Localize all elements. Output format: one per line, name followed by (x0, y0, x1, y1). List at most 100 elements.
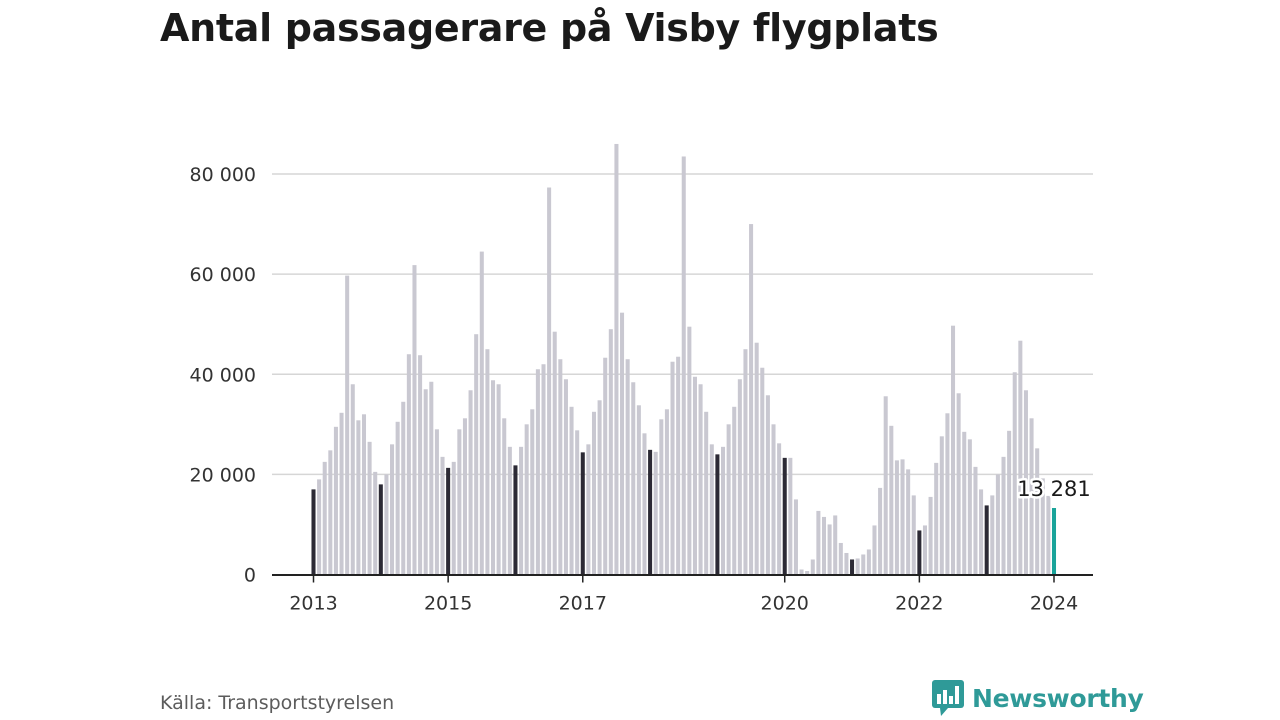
bar (664, 409, 669, 575)
bar (827, 524, 832, 575)
bar (524, 424, 529, 575)
bar (541, 364, 546, 575)
bar (749, 224, 754, 575)
bar (1035, 448, 1040, 575)
bar (676, 356, 681, 575)
bar (900, 459, 905, 575)
bar (995, 474, 1000, 575)
source-note: Källa: Transportstyrelsen (160, 692, 395, 714)
x-tick-label: 2022 (895, 593, 943, 615)
bar (625, 359, 630, 575)
bar (771, 424, 776, 575)
bar (496, 384, 501, 575)
bar (1007, 430, 1012, 575)
latest-value-label: 13 281 (1017, 477, 1090, 501)
bar (1001, 456, 1006, 575)
bar (322, 461, 327, 575)
y-axis-labels: 0 20 000 40 000 60 000 80 000 (190, 164, 256, 587)
bar (906, 469, 911, 575)
bar (765, 395, 770, 575)
bar (760, 367, 765, 575)
bar (866, 549, 871, 575)
y-tick-label: 20 000 (190, 464, 256, 486)
bar (670, 361, 675, 575)
bar (345, 275, 350, 575)
bar (698, 384, 703, 575)
bar (418, 355, 423, 575)
bar (788, 457, 793, 575)
bar (928, 496, 933, 575)
bar (782, 457, 787, 575)
bars (311, 143, 1057, 575)
x-tick-label: 2015 (424, 593, 472, 615)
bar (513, 465, 518, 575)
bar (821, 516, 827, 575)
bar (850, 559, 855, 575)
bar (878, 487, 883, 575)
bar (361, 414, 367, 575)
bar (535, 369, 540, 575)
bar (401, 401, 406, 575)
bar (485, 349, 490, 575)
bar (563, 379, 568, 575)
bar (967, 439, 972, 575)
bar (979, 489, 984, 575)
bar (687, 326, 692, 575)
bar (934, 462, 939, 575)
bar (462, 418, 467, 575)
bar (1046, 495, 1051, 575)
bar (502, 418, 507, 575)
bar (715, 454, 720, 575)
bar (603, 357, 608, 575)
bar (1018, 340, 1023, 575)
bar (922, 525, 927, 575)
bar (378, 484, 383, 575)
y-tick-label: 60 000 (190, 264, 256, 286)
bar (709, 444, 714, 575)
bar (530, 409, 535, 575)
bar (356, 420, 361, 575)
bar (429, 381, 434, 575)
newsworthy-chart-icon (932, 680, 964, 716)
newsworthy-logo: Newsworthy (932, 680, 1144, 716)
bar (575, 430, 580, 575)
bar (951, 325, 956, 575)
bar (384, 474, 389, 575)
bar (552, 331, 557, 575)
bar (799, 569, 804, 575)
bar (956, 393, 961, 575)
bar (580, 452, 585, 575)
bar (333, 426, 338, 575)
bar (653, 451, 658, 575)
bar (962, 431, 967, 575)
bar (350, 384, 355, 575)
bar (648, 449, 653, 575)
bar (754, 342, 759, 575)
bar (659, 419, 664, 575)
bar (1012, 372, 1017, 575)
bar (704, 411, 709, 575)
y-tick-label: 0 (244, 565, 256, 587)
bar (390, 444, 395, 575)
bar (777, 443, 782, 575)
bar (373, 471, 378, 575)
bar (586, 444, 591, 575)
bar (681, 156, 686, 575)
bar (440, 456, 445, 575)
brand-name: Newsworthy (972, 683, 1144, 713)
bar (793, 499, 798, 575)
x-tick-label: 2017 (559, 593, 607, 615)
bar (889, 425, 894, 575)
bar (945, 413, 950, 575)
bar (984, 505, 989, 575)
bar (597, 400, 602, 575)
bar (569, 406, 574, 575)
bar (743, 349, 748, 575)
bar (311, 489, 316, 575)
bar (457, 429, 462, 575)
bar (317, 479, 322, 575)
bar (406, 354, 411, 575)
bar (395, 421, 400, 575)
bar (479, 251, 484, 575)
bar (737, 379, 742, 575)
